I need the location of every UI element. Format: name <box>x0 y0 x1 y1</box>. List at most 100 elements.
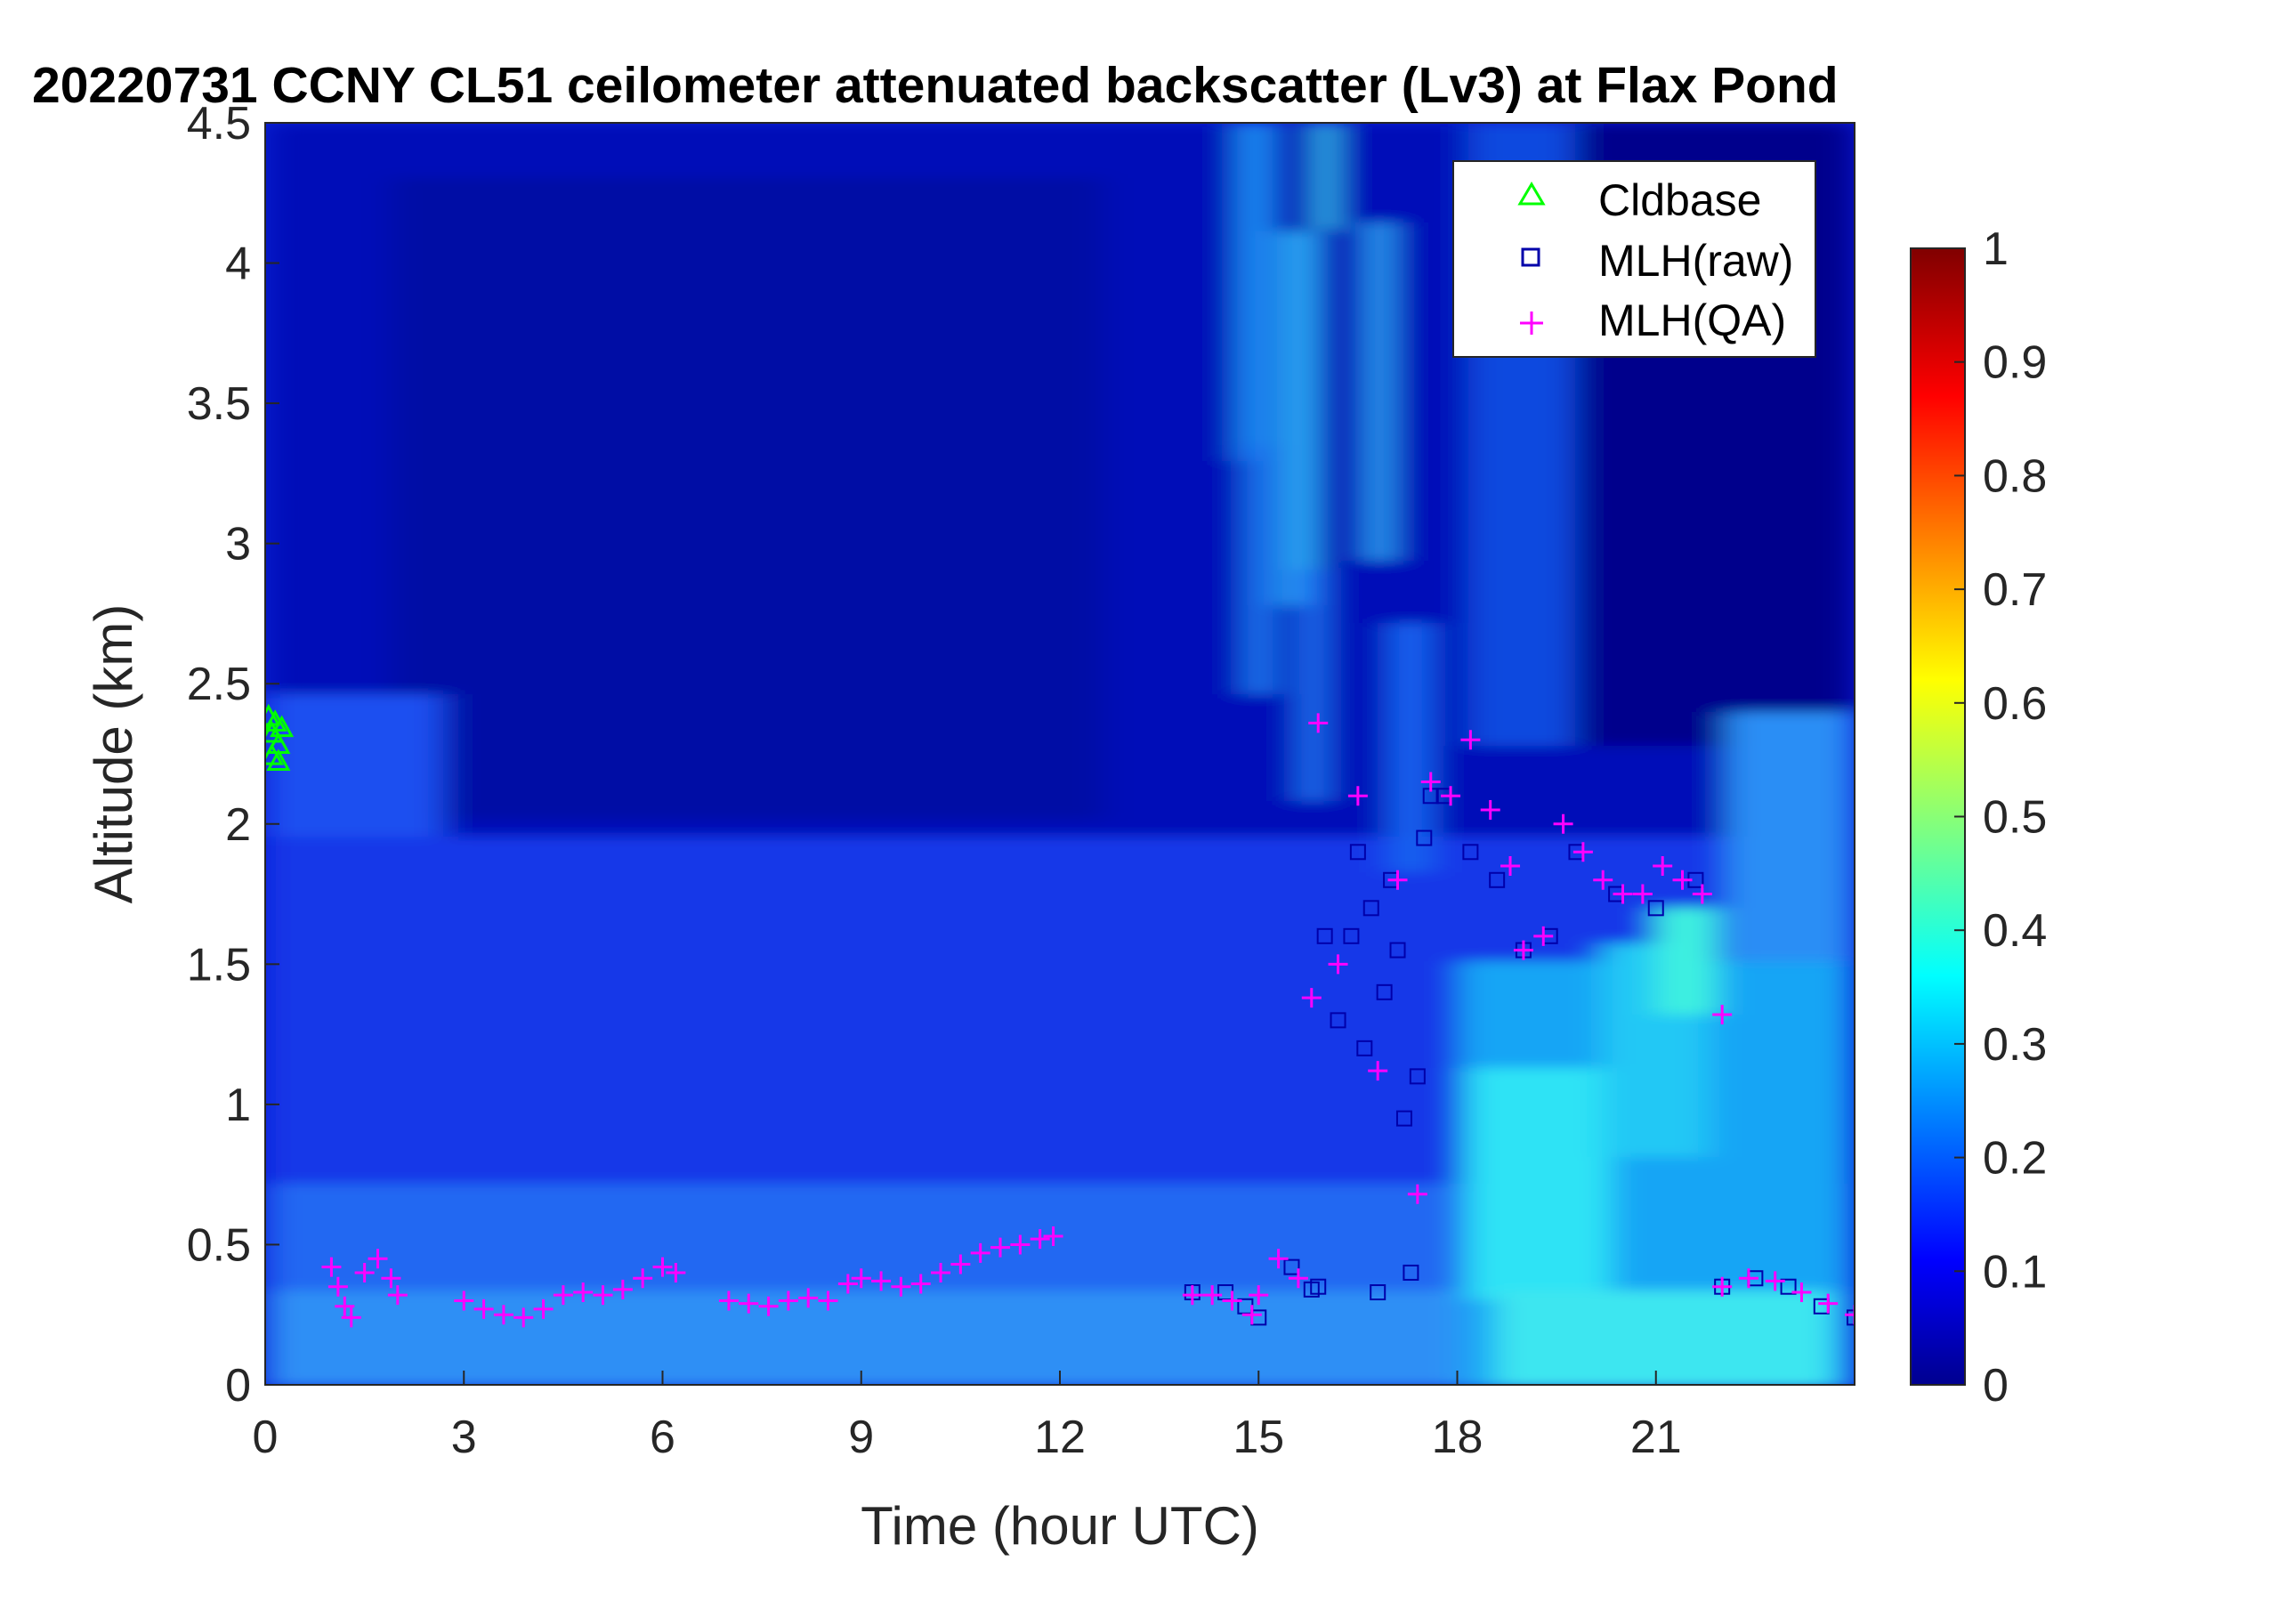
x-tick-label: 3 <box>451 1412 477 1463</box>
mlh-qa-point <box>493 1305 513 1325</box>
mlh-qa-point <box>1249 1285 1269 1306</box>
mlh-qa-point <box>1441 786 1461 806</box>
mlh-qa-point <box>1672 870 1693 890</box>
mlh-qa-point <box>341 1307 361 1328</box>
colorbar-tick-label: 0 <box>1983 1360 2009 1412</box>
mlh-qa-point <box>1553 813 1573 834</box>
mlh-raw-point <box>1370 1284 1386 1301</box>
colorbar-tick-label: 0.9 <box>1983 337 2047 389</box>
mlh-qa-point <box>1653 856 1673 877</box>
x-tick-label: 15 <box>1233 1412 1284 1463</box>
mlh-qa-point <box>1030 1229 1050 1250</box>
mlh-qa-point <box>593 1285 613 1306</box>
mlh-qa-point <box>381 1268 401 1289</box>
mlh-raw-point <box>1409 1068 1426 1085</box>
x-axis-label: Time (hour UTC) <box>861 1496 1259 1556</box>
mlh-qa-point <box>718 1290 739 1311</box>
mlh-qa-point <box>666 1262 686 1282</box>
mlh-qa-point <box>335 1296 355 1316</box>
x-tick-label: 9 <box>848 1412 874 1463</box>
mlh-qa-point <box>368 1249 388 1269</box>
marker-layer <box>265 703 1855 1328</box>
y-tick-label: 1 <box>225 1080 251 1131</box>
mlh-qa-point <box>1368 1061 1388 1081</box>
mlh-qa-point <box>1818 1293 1839 1314</box>
mlh-raw-point <box>1462 844 1479 861</box>
mlh-qa-point <box>533 1299 554 1319</box>
mlh-raw-point <box>1362 900 1379 917</box>
mlh-qa-point <box>739 1293 759 1314</box>
mlh-qa-point <box>1301 988 1322 1008</box>
colorbar-tick-label: 0.3 <box>1983 1019 2047 1071</box>
mlh-qa-point <box>1613 884 1633 904</box>
mlh-qa-point <box>1712 1005 1733 1025</box>
mlh-qa-point <box>950 1254 971 1274</box>
mlh-qa-point <box>1010 1234 1031 1255</box>
y-tick-label: 0 <box>225 1360 251 1412</box>
mlh-qa-point <box>1420 772 1441 792</box>
legend-label-cldbase: Cldbase <box>1598 175 1761 225</box>
mlh-qa-point <box>798 1288 819 1308</box>
mlh-qa-point <box>513 1307 534 1328</box>
mlh-qa-point <box>851 1268 871 1289</box>
mlh-raw-point <box>1349 844 1366 861</box>
mlh-qa-point <box>1347 786 1368 806</box>
mlh-qa-point <box>931 1262 951 1282</box>
mlh-raw-point <box>1376 983 1393 1000</box>
y-tick-label: 3 <box>225 519 251 570</box>
mlh-qa-point <box>1632 884 1653 904</box>
mlh-qa-point <box>1572 842 1593 862</box>
legend-box <box>1452 160 1816 358</box>
y-axis-label: Altitude (km) <box>84 604 143 904</box>
mlh-qa-point <box>1182 1285 1202 1306</box>
mlh-qa-point <box>1328 954 1348 975</box>
y-tick-label: 2 <box>225 799 251 851</box>
mlh-qa-point <box>1593 870 1613 890</box>
mlh-qa-point <box>633 1268 653 1289</box>
mlh-qa-point <box>1202 1285 1223 1306</box>
legend-marker-mlh-qa <box>1520 312 1543 335</box>
mlh-qa-point <box>1533 926 1554 946</box>
y-tick-label: 4 <box>225 239 251 290</box>
mlh-qa-point <box>818 1290 838 1311</box>
mlh-qa-point <box>473 1299 494 1319</box>
mlh-qa-point <box>970 1242 990 1263</box>
mlh-qa-point <box>1791 1282 1812 1303</box>
y-tick-label: 1.5 <box>187 939 251 991</box>
mlh-qa-point <box>327 1276 348 1297</box>
mlh-raw-point <box>1283 1258 1300 1275</box>
mlh-raw-point <box>1647 900 1664 917</box>
y-tick-label: 2.5 <box>187 659 251 710</box>
mlh-raw-point <box>1389 942 1406 959</box>
mlh-qa-point <box>1765 1271 1785 1291</box>
mlh-qa-point <box>1738 1268 1758 1289</box>
y-tick-label: 4.5 <box>187 98 251 150</box>
mlh-qa-point <box>1387 870 1408 890</box>
mlh-qa-point <box>612 1279 633 1299</box>
mlh-raw-point <box>1310 1278 1327 1295</box>
x-tick-label: 18 <box>1432 1412 1484 1463</box>
mlh-raw-point <box>1356 1040 1373 1056</box>
mlh-qa-point <box>891 1276 911 1297</box>
mlh-qa-point <box>778 1290 798 1311</box>
mlh-qa-point <box>1460 730 1481 750</box>
mlh-qa-point <box>1513 940 1533 960</box>
colorbar-tick-label: 0.5 <box>1983 792 2047 844</box>
colorbar-tick-label: 0.6 <box>1983 678 2047 730</box>
mlh-qa-point <box>1480 800 1500 821</box>
x-tick-label: 12 <box>1034 1412 1086 1463</box>
mlh-qa-point <box>1241 1305 1262 1325</box>
y-tick-label: 3.5 <box>187 378 251 430</box>
mlh-qa-point <box>354 1262 375 1282</box>
mlh-qa-point <box>1692 884 1712 904</box>
colorbar-tick-label: 0.2 <box>1983 1133 2047 1185</box>
mlh-qa-point <box>1712 1276 1733 1297</box>
mlh-raw-point <box>1780 1278 1797 1295</box>
y-axis: 0 0.5 1 1.5 2 2.5 3 3.5 4 4.5 <box>187 98 279 1412</box>
mlh-qa-point <box>573 1282 594 1303</box>
cldbase-point <box>265 720 284 743</box>
mlh-qa-point <box>321 1257 342 1277</box>
x-tick-label: 0 <box>253 1412 279 1463</box>
mlh-qa-point <box>837 1274 858 1294</box>
